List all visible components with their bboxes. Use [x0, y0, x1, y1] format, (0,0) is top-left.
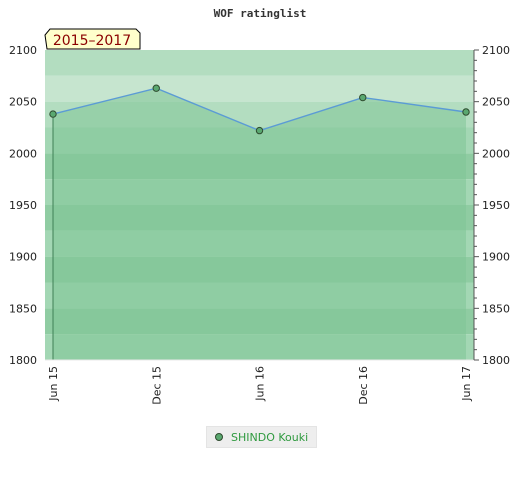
axes: [45, 49, 479, 361]
y-tick-label-right: 1900: [482, 251, 510, 264]
x-tick-label: Jun 16: [254, 366, 267, 402]
y-tick-label-left: 1800: [9, 354, 37, 367]
background-band: [45, 75, 474, 102]
y-axis-right-labels: 1800 1850 1900 1950 2000 2050 2100: [482, 44, 510, 367]
y-axis-left-labels: 1800 1850 1900 1950 2000 2050 2100: [9, 44, 37, 367]
y-tick-label-left: 1950: [9, 199, 37, 212]
y-tick-label-right: 1950: [482, 199, 510, 212]
y-tick-label-right: 2050: [482, 96, 510, 109]
chart-title: WOF ratinglist: [214, 7, 307, 20]
legend-series-label: SHINDO Kouki: [231, 430, 309, 444]
data-point: [255, 126, 264, 135]
data-points: [49, 84, 470, 135]
x-tick-label: Dec 16: [357, 366, 370, 405]
data-point: [49, 110, 57, 118]
year-range-badge: 2015–2017: [44, 28, 141, 50]
y-tick-label-right: 2100: [482, 44, 510, 57]
y-tick-label-left: 1900: [9, 251, 37, 264]
y-tick-label-left: 2000: [9, 147, 37, 160]
data-point: [462, 108, 470, 116]
y-tick-label-left: 2100: [9, 44, 37, 57]
data-point: [152, 84, 160, 92]
y-tick-label-right: 2000: [482, 147, 510, 160]
legend[interactable]: SHINDO Kouki: [206, 426, 318, 448]
data-point: [359, 93, 367, 102]
background-band: [45, 50, 474, 76]
year-range-label: 2015–2017: [53, 33, 131, 49]
y-tick-label-right: 1850: [482, 302, 510, 315]
x-tick-label: Jun 17: [460, 366, 473, 402]
y-tick-label-left: 2050: [9, 96, 37, 109]
x-tick-label: Jun 15: [47, 366, 60, 402]
legend-marker-icon: [215, 433, 223, 441]
x-axis-labels: Jun 15 Dec 15 Jun 16 Dec 16 Jun 17: [47, 366, 473, 405]
y-tick-label-left: 1850: [9, 302, 37, 315]
x-tick-label: Dec 15: [150, 366, 163, 405]
y-tick-label-right: 1800: [482, 354, 510, 367]
series-area: [53, 88, 466, 360]
